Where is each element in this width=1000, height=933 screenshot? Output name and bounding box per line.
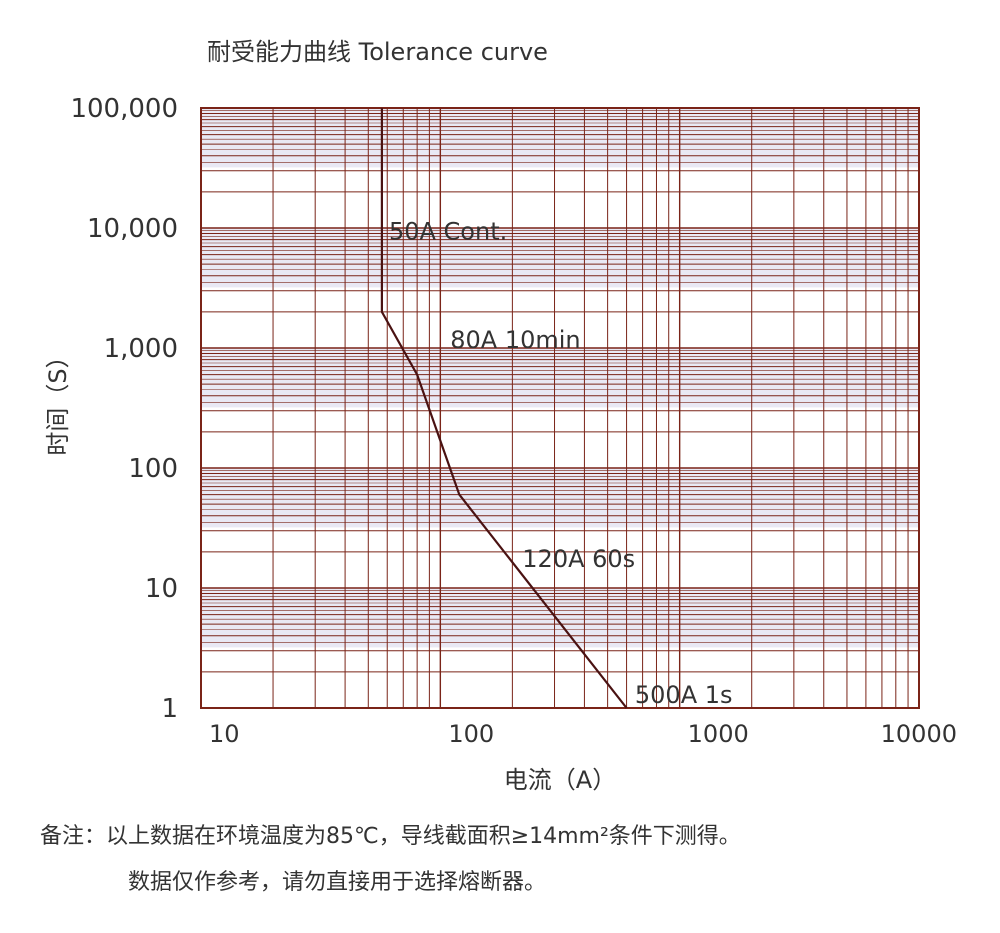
- x-tick-label: 100: [448, 720, 494, 748]
- y-decade-bands: [201, 108, 919, 648]
- chart-grid: [200, 107, 920, 709]
- y-tick-label: 1: [161, 694, 178, 724]
- y-tick-label: 10: [145, 574, 178, 604]
- curve-annotation: 120A 60s: [522, 545, 635, 573]
- x-tick-label: 1000: [688, 720, 749, 748]
- y-axis-label: 时间（S）: [44, 344, 72, 455]
- decade-band: [201, 348, 919, 408]
- decade-band: [201, 108, 919, 168]
- curve-annotation: 80A 10min: [450, 326, 580, 354]
- x-tick-labels: 10 100 1000 10000: [209, 720, 957, 748]
- y-tick-label: 100: [128, 454, 178, 484]
- plot-frame: [200, 107, 920, 709]
- y-tick-label: 100,000: [70, 94, 178, 124]
- y-tick-label: 1,000: [104, 334, 178, 364]
- decade-band: [201, 588, 919, 648]
- annotations-layer: 50A Cont. 80A 10min 120A 60s 500A 1s: [389, 218, 733, 709]
- y-tick-label: 10,000: [87, 214, 178, 244]
- series-layer: [380, 108, 628, 709]
- chart-title: 耐受能力曲线 Tolerance curve: [207, 38, 548, 66]
- curve-annotation: 50A Cont.: [389, 218, 507, 246]
- decade-band: [201, 468, 919, 528]
- x-tick-label: 10000: [881, 720, 957, 748]
- note-line-2: 数据仅作参考，请勿直接用于选择熔断器。: [128, 870, 547, 895]
- note-line-1: 备注：以上数据在环境温度为85℃，导线截面积≥14mm²条件下测得。: [40, 824, 741, 849]
- x-tick-label: 10: [209, 720, 240, 748]
- tolerance-chart: 耐受能力曲线 Tolerance curve 50A Cont. 80A 10mi…: [44, 38, 957, 794]
- x-axis-label: 电流（A）: [504, 766, 616, 794]
- decade-band: [201, 228, 919, 288]
- y-tick-labels: 1 10 100 1,000 10,000 100,000: [70, 94, 178, 724]
- tolerance-curve-line: [380, 108, 628, 709]
- curve-annotation: 500A 1s: [635, 681, 733, 709]
